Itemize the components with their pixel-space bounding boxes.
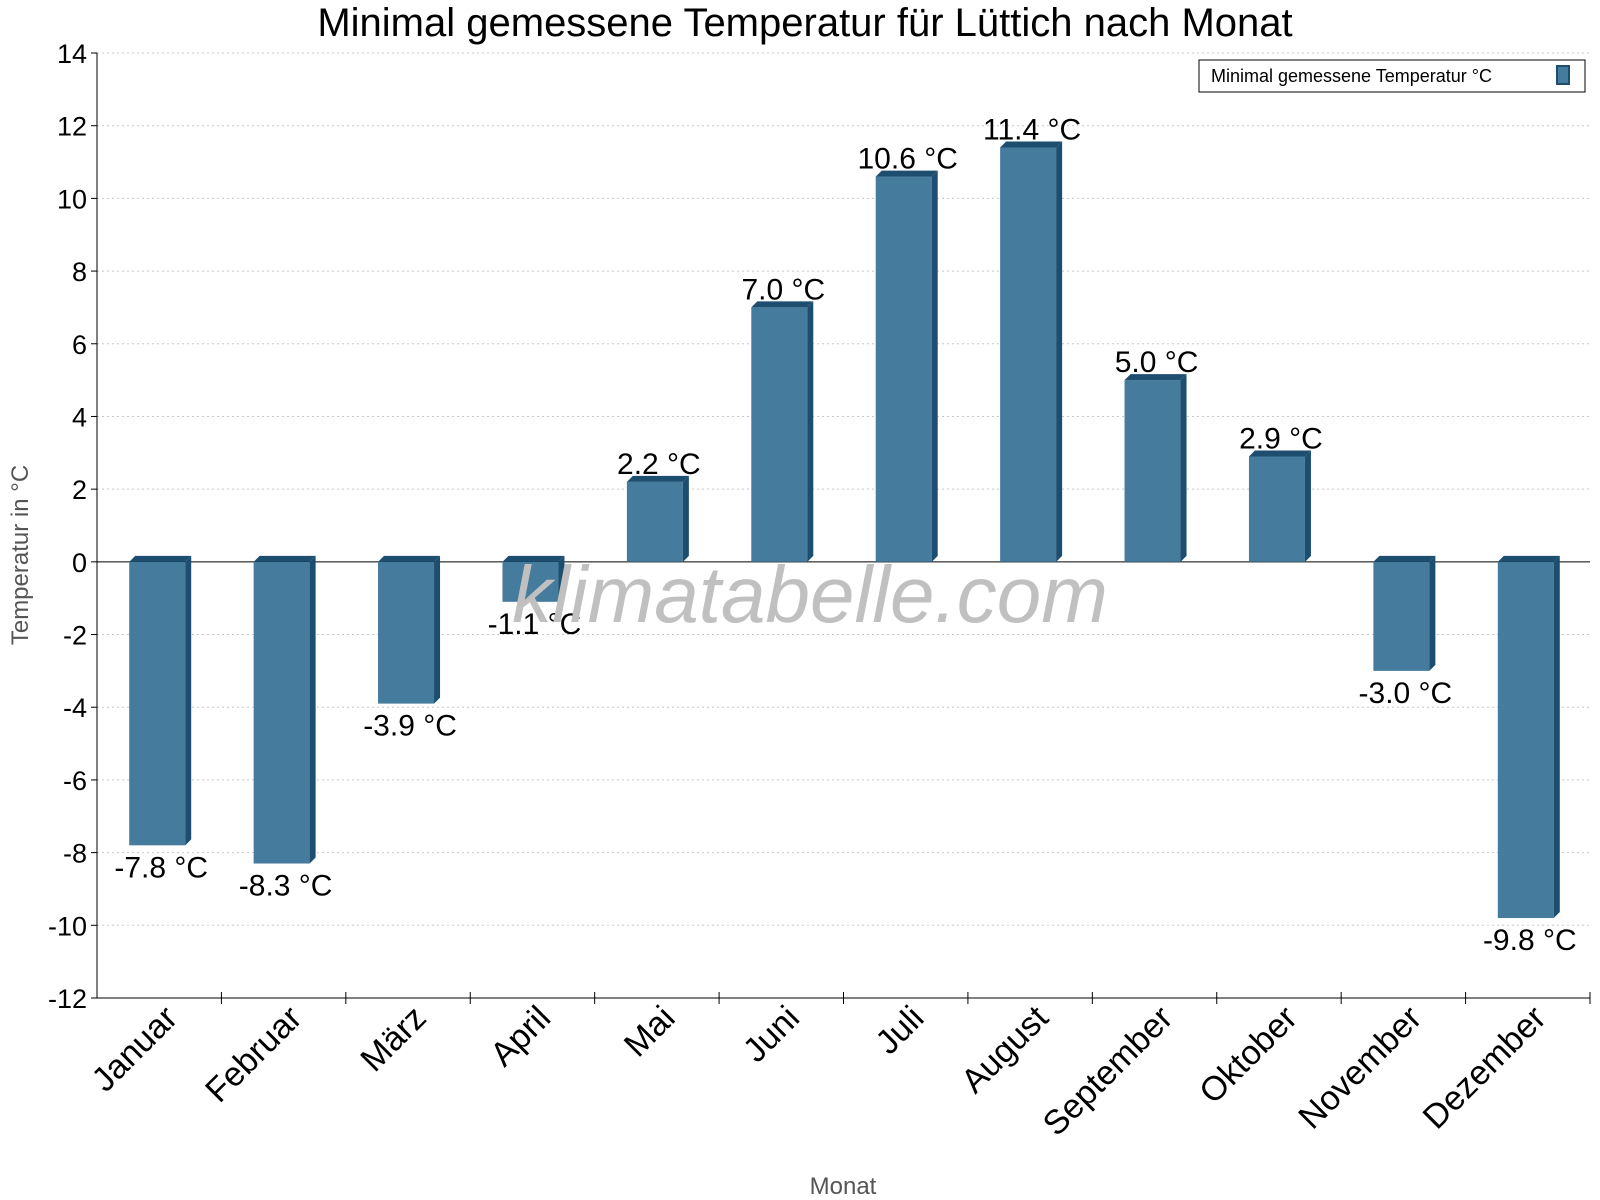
y-tick-label: 10	[57, 184, 87, 214]
bar-top	[1248, 450, 1311, 457]
x-tick-label: Juli	[868, 999, 931, 1062]
x-tick-label: Dezember	[1416, 999, 1554, 1137]
data-labels: -7.8 °C -8.3 °C -3.9 °C -1.1 °C 2.2 °C 7.0 °C…	[114, 114, 1576, 958]
y-tick-label: -8	[63, 839, 87, 869]
y-tick-label: 4	[72, 402, 87, 432]
bar-top	[378, 555, 441, 562]
bar	[1497, 555, 1560, 919]
bar	[626, 475, 689, 562]
bar	[1248, 450, 1311, 562]
y-tick-label: 6	[72, 330, 87, 360]
x-tick-label: April	[483, 999, 558, 1074]
bar	[378, 555, 441, 704]
bar-side	[1429, 555, 1436, 671]
y-tick-label: 14	[57, 39, 87, 69]
legend-box	[1198, 59, 1586, 93]
watermark-text: klimatabelle.com	[512, 550, 1108, 639]
bar	[751, 301, 814, 562]
x-tick-label: Februar	[198, 999, 309, 1110]
bar-side	[682, 475, 689, 562]
bar-top	[875, 170, 938, 177]
bar-top	[626, 475, 689, 482]
data-label: -8.3 °C	[239, 870, 333, 903]
bar-top	[751, 301, 814, 308]
legend-entry-label: Minimal gemessene Temperatur °C	[1211, 66, 1492, 86]
x-tick-label: Oktober	[1192, 999, 1304, 1111]
y-axis-label: Temperatur in °C	[7, 465, 34, 645]
x-tick-label: August	[954, 998, 1056, 1100]
bar-top	[1497, 555, 1560, 562]
bar	[253, 555, 316, 864]
gridlines	[97, 52, 1590, 999]
x-tick-label: März	[353, 999, 433, 1079]
bar-face	[502, 561, 559, 602]
bar-top	[253, 555, 316, 562]
bar-side	[1180, 374, 1187, 562]
x-tick-label: September	[1036, 999, 1180, 1143]
bar-top	[502, 555, 565, 562]
bar-side	[1553, 555, 1560, 919]
data-label: -7.8 °C	[114, 851, 208, 884]
bar-face	[378, 561, 435, 704]
bar	[875, 170, 938, 562]
bar	[502, 555, 565, 602]
data-label: 2.9 °C	[1239, 422, 1323, 455]
bar-face	[129, 561, 186, 846]
bar-series	[129, 141, 1560, 919]
data-label: -3.0 °C	[1359, 677, 1453, 710]
bar-top	[1373, 555, 1436, 562]
bar-face	[1373, 561, 1430, 671]
bar	[1124, 374, 1187, 562]
data-label: 10.6 °C	[858, 143, 958, 176]
data-label: 7.0 °C	[741, 273, 825, 306]
chart-title: Minimal gemessene Temperatur für Lüttich…	[317, 1, 1292, 45]
y-axis: 14 12 10 8 6 4 2 0 -2 -4 -6 -8 -10 -12	[48, 39, 98, 1014]
bar-face	[875, 176, 932, 562]
data-label: 2.2 °C	[617, 448, 701, 481]
legend-swatch	[1556, 65, 1570, 85]
bar-side	[309, 555, 316, 864]
y-tick-label: 2	[72, 475, 87, 505]
y-tick-label: -4	[63, 693, 87, 723]
bar-side	[807, 301, 814, 562]
bar-side	[1056, 141, 1063, 562]
bar	[1000, 141, 1063, 562]
y-tick-label: 8	[72, 257, 87, 287]
y-tick-label: -10	[48, 911, 87, 941]
bar-face	[253, 561, 310, 864]
data-label: -9.8 °C	[1483, 924, 1577, 957]
bar-face	[1248, 456, 1305, 562]
bar-face	[626, 481, 683, 562]
bar-face	[1000, 147, 1057, 562]
bar-side	[185, 555, 192, 846]
y-tick-label: -12	[48, 984, 87, 1014]
data-label: 11.4 °C	[983, 114, 1081, 147]
bar-top	[1000, 141, 1063, 148]
bar	[1373, 555, 1436, 671]
x-tick-label: Januar	[84, 999, 184, 1099]
x-tick-label: Juni	[736, 999, 807, 1070]
x-tick-label: Mai	[617, 999, 683, 1065]
data-label: -1.1 °C	[488, 608, 582, 641]
bar-side	[434, 555, 441, 704]
y-tick-label: 0	[72, 548, 87, 578]
data-label: 5.0 °C	[1115, 346, 1199, 379]
bar-top	[129, 555, 192, 562]
legend: Minimal gemessene Temperatur °C	[1198, 59, 1586, 93]
x-tick-label: November	[1291, 999, 1429, 1137]
bar-face	[1124, 380, 1181, 562]
data-label: -3.9 °C	[363, 710, 457, 743]
bar-face	[751, 307, 808, 562]
bar-side	[931, 170, 938, 562]
bar-side	[558, 555, 565, 602]
y-tick-label: -6	[63, 766, 87, 796]
bar-top	[1124, 374, 1187, 381]
x-axis-label: Monat	[810, 1173, 877, 1200]
bar	[129, 555, 192, 846]
bar-face	[1497, 561, 1554, 919]
y-tick-label: -2	[63, 621, 87, 651]
y-tick-label: 12	[57, 112, 87, 142]
bar-side	[1304, 450, 1311, 562]
